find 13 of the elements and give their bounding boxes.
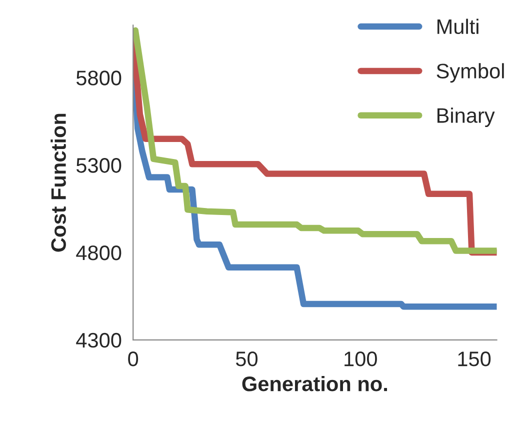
- legend-label: Symbol: [436, 63, 504, 83]
- x-tick-label: 150: [458, 352, 491, 366]
- x-tick-label: 100: [344, 352, 377, 366]
- y-tick-label: 4300: [76, 332, 122, 348]
- y-tick-label: 4800: [76, 245, 122, 260]
- y-tick-label: 5300: [76, 158, 122, 173]
- x-tick-label: 0: [128, 352, 138, 366]
- y-tick-label: 5800: [76, 70, 122, 86]
- legend-label: Multi: [437, 18, 478, 34]
- x-axis-title: Generation no.: [242, 376, 387, 392]
- x-tick-label: 50: [236, 352, 258, 366]
- y-axis-title: Cost Function: [50, 114, 66, 252]
- legend-label: Binary: [437, 108, 495, 128]
